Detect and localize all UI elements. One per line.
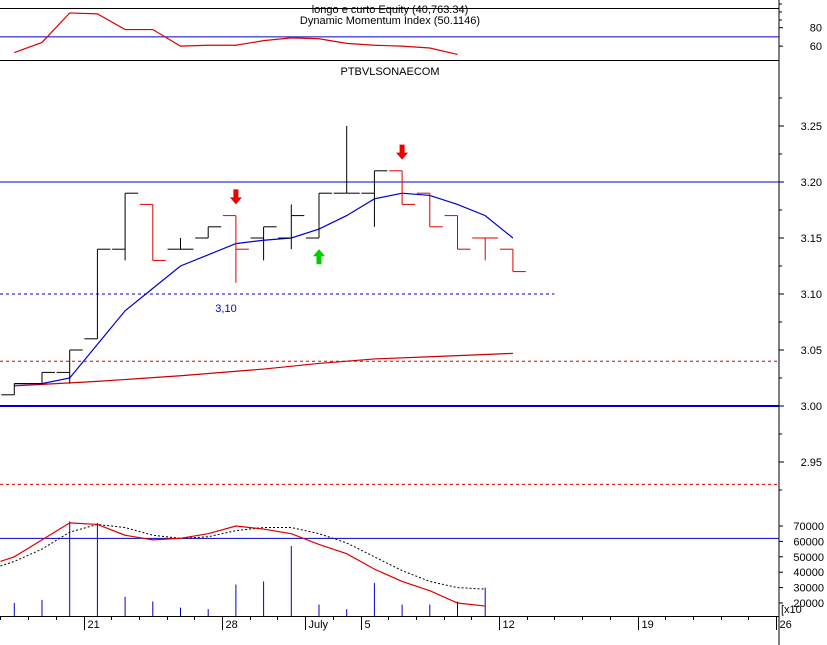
price-y-tick-label: 3.10 xyxy=(801,289,822,301)
blue-moving-average xyxy=(14,192,514,385)
volume-oscillator-line xyxy=(0,522,486,607)
x-tick-label: 28 xyxy=(226,619,238,631)
ohlc-bar xyxy=(278,204,305,250)
ohlc-bar xyxy=(361,170,388,227)
ohlc-bar xyxy=(444,215,471,250)
price-y-tick-label: 2.95 xyxy=(801,457,822,469)
x-tick-label: 21 xyxy=(88,619,100,631)
ohlc-bar xyxy=(139,203,166,261)
ohlc-bar xyxy=(29,371,55,385)
ohlc-bar xyxy=(195,226,222,239)
chart-marks: 60 80 3.25 3.20 3.15 3.10 3.05 3.00 2.95 20000 300… xyxy=(0,3,824,631)
ohlc-bar xyxy=(389,170,416,205)
chart-title: PTBVLSONAECOM xyxy=(340,66,439,78)
dmi-y-tick-label: 60 xyxy=(810,41,822,53)
volume-y-tick-label: 40000 xyxy=(793,567,824,579)
x-tick-label: 5 xyxy=(365,619,371,631)
volume-signal-line xyxy=(0,523,486,590)
ohlc-bar xyxy=(333,126,360,194)
ohlc-bar xyxy=(1,383,28,396)
red-moving-average xyxy=(14,352,513,387)
x-tick-label: July xyxy=(309,619,329,631)
sell-signal-arrow xyxy=(229,189,242,205)
sell-signal-arrow xyxy=(396,144,409,160)
price-y-tick-label: 3.20 xyxy=(801,177,822,189)
volume-y-tick-label: 60000 xyxy=(793,536,824,548)
x-tick-label: 19 xyxy=(642,619,654,631)
ohlc-bar xyxy=(472,237,499,261)
x-tick-label: 12 xyxy=(503,619,515,631)
buy-signal-arrow xyxy=(313,249,325,265)
equity-title: longo e curto Equity (40,763.34) xyxy=(312,4,469,16)
ohlc-bar xyxy=(112,192,139,261)
volume-y-tick-label: 50000 xyxy=(793,552,824,564)
price-y-tick-label: 3.25 xyxy=(801,121,822,133)
volume-unit-label: [x10 xyxy=(781,604,802,616)
ohlc-bar xyxy=(250,226,277,261)
volume-y-tick-label: 70000 xyxy=(793,521,824,533)
ohlc-bar xyxy=(499,248,526,273)
volume-y-tick-label: 20000 xyxy=(793,598,824,610)
dmi-title: Dynamic Momentum Index (50.1146) xyxy=(300,15,480,27)
x-tick-label: 26 xyxy=(780,619,792,631)
price-y-tick-label: 3.00 xyxy=(801,401,822,413)
ohlc-bar xyxy=(167,238,194,250)
ohlc-bar xyxy=(56,349,83,384)
ohlc-bar xyxy=(306,192,332,239)
ohlc-bar xyxy=(84,248,111,340)
price-annotation: 3,10 xyxy=(215,303,236,315)
price-y-tick-label: 3.15 xyxy=(801,233,822,245)
ohlc-bar xyxy=(222,215,249,283)
dmi-y-tick-label: 80 xyxy=(810,23,822,35)
volume-y-tick-label: 30000 xyxy=(793,583,824,595)
ohlc-bar xyxy=(416,192,443,228)
dmi-line xyxy=(14,12,458,56)
price-y-tick-label: 3.05 xyxy=(801,345,822,357)
